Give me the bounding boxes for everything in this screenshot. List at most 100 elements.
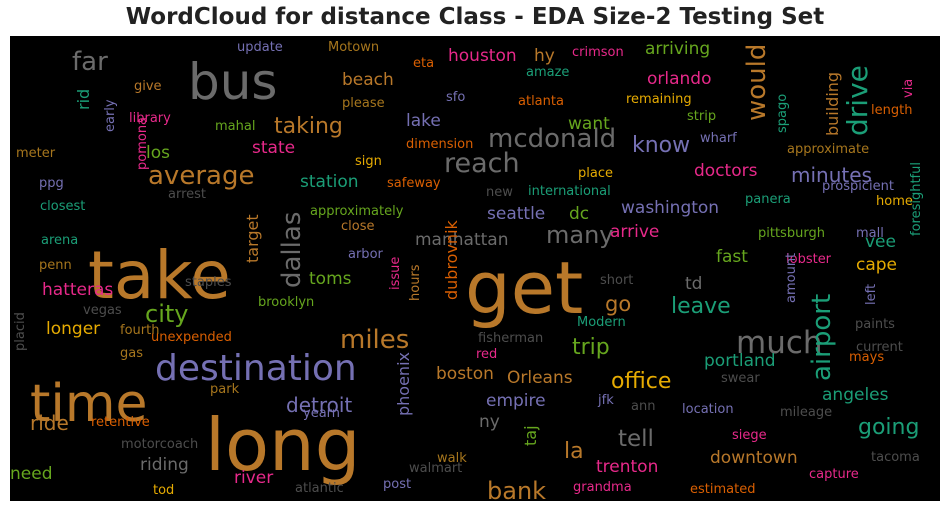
word-td: td [685, 274, 702, 294]
word-houston: houston [448, 46, 517, 66]
word-manhattan: manhattan [415, 230, 508, 250]
word-reach: reach [444, 148, 520, 179]
word-office: office [611, 369, 671, 394]
word-bus: bus [188, 53, 277, 111]
word-amaze: amaze [526, 65, 569, 80]
word-issue: issue [388, 257, 403, 290]
word-longer: longer [46, 319, 100, 339]
word-placid: placid [13, 312, 28, 351]
word-arrest: arrest [168, 187, 206, 202]
word-ride: ride [30, 411, 69, 435]
word-home: home [876, 194, 913, 209]
word-station: station [300, 172, 359, 192]
word-jfk: jfk [597, 393, 614, 408]
word-estimated: estimated [690, 482, 755, 497]
word-tod: tod [153, 483, 174, 498]
word-please: please [342, 96, 385, 111]
word-close: close [341, 219, 374, 234]
word-wharf: wharf [700, 131, 737, 146]
word-cloud-canvas: long get take time bus destination much miles av… [10, 39, 924, 501]
word-retentive: retentive [91, 415, 150, 430]
word-pomona: pomona [135, 117, 150, 170]
word-panera: panera [745, 192, 791, 207]
word-angeles: angeles [822, 385, 889, 405]
word-mays: mays [849, 350, 884, 365]
word-closest: closest [40, 199, 85, 214]
word-park: park [210, 382, 240, 397]
word-tell: tell [618, 426, 654, 452]
word-sfo: sfo [446, 90, 465, 105]
word-boston: boston [436, 364, 494, 384]
word-sign: sign [355, 154, 382, 169]
word-dubrovnik: dubrovnik [442, 219, 461, 300]
word-target: target [243, 214, 262, 263]
word-dimension: dimension [406, 137, 473, 152]
word-cloud: long get take time bus destination much miles av… [10, 36, 940, 501]
word-go: go [605, 292, 631, 316]
word-airport: airport [807, 294, 837, 381]
word-arbor: arbor [348, 247, 384, 262]
word-state: state [252, 138, 295, 158]
word-place: place [578, 166, 613, 181]
word-location: location [682, 402, 734, 417]
word-ppg: ppg [39, 176, 64, 191]
word-left: left [864, 284, 879, 305]
word-toms: toms [309, 269, 352, 289]
word-need: need [10, 464, 52, 484]
word-safeway: safeway [387, 176, 441, 191]
word-approximately: approximately [310, 204, 404, 219]
word-meter: meter [16, 146, 56, 161]
chart-title: WordCloud for distance Class - EDA Size-… [125, 4, 825, 30]
word-detroit: detroit [286, 393, 352, 417]
word-orleans: Orleans [507, 368, 573, 388]
word-leave: leave [671, 294, 731, 319]
word-miles: miles [340, 325, 409, 355]
word-mileage: mileage [780, 405, 832, 420]
word-going: going [858, 415, 919, 440]
word-riding: riding [140, 455, 189, 475]
word-walmart: walmart [409, 461, 462, 476]
word-trip: trip [572, 335, 610, 360]
word-capture: capture [809, 467, 859, 482]
word-long: long [205, 403, 360, 487]
word-fast: fast [716, 247, 748, 267]
word-time: time [30, 374, 147, 434]
word-tacoma: tacoma [871, 450, 920, 465]
word-take: take [88, 237, 231, 314]
word-atlanta: atlanta [518, 94, 564, 109]
word-ny: ny [479, 412, 500, 432]
word-average: average [148, 161, 254, 191]
word-walk: walk [437, 451, 467, 466]
word-current: current [856, 340, 903, 355]
word-dc: dc [569, 204, 589, 224]
word-seattle: seattle [487, 204, 545, 224]
word-beach: beach [342, 70, 394, 90]
word-crimson: crimson [572, 45, 624, 60]
word-library: library [129, 111, 171, 126]
word-downtown: downtown [710, 448, 798, 468]
word-gas: gas [120, 346, 143, 361]
word-taking: taking [274, 114, 343, 139]
word-remaining: remaining [626, 92, 692, 107]
word-cape: cape [856, 255, 897, 275]
word-international: international [528, 184, 611, 199]
word-hy: hy [534, 46, 555, 66]
word-mall: mall [856, 226, 884, 241]
word-brooklyn: brooklyn [258, 295, 314, 310]
word-grandma: grandma [573, 480, 632, 495]
word-penn: penn [39, 258, 72, 273]
word-post: post [383, 477, 411, 492]
word-unexpended: unexpended [151, 330, 232, 345]
word-new: new [486, 185, 513, 200]
word-hatteras: hatteras [42, 280, 113, 300]
word-orlando: orlando [647, 69, 712, 89]
word-minutes: minutes [791, 163, 872, 187]
word-mahal: mahal [215, 119, 255, 134]
word-doctors: doctors [694, 161, 758, 181]
word-mcdonald: mcdonald [488, 124, 616, 154]
word-arrive: arrive [610, 222, 659, 242]
word-much: much [736, 325, 823, 361]
word-vegas: vegas [83, 303, 122, 318]
word-destination: destination [155, 348, 357, 389]
word-lobster: lobster [786, 252, 832, 267]
